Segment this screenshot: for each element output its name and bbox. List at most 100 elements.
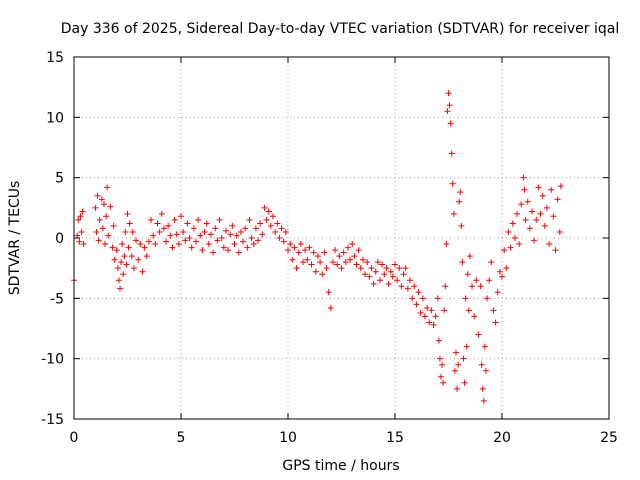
data-point xyxy=(76,238,83,245)
data-point xyxy=(210,249,217,256)
data-point xyxy=(212,225,219,232)
y-tick-label: 0 xyxy=(55,231,64,247)
data-point xyxy=(449,180,456,187)
data-point xyxy=(143,253,150,260)
data-point xyxy=(261,204,268,211)
data-point xyxy=(255,237,262,244)
data-point xyxy=(235,249,242,256)
data-point xyxy=(454,385,461,392)
data-point xyxy=(270,213,277,220)
data-point xyxy=(128,253,135,260)
data-point xyxy=(169,244,176,251)
data-point xyxy=(102,241,109,248)
x-tick-label: 0 xyxy=(70,430,79,446)
data-point xyxy=(336,253,343,260)
data-point xyxy=(513,210,520,217)
data-point xyxy=(374,259,381,266)
data-point xyxy=(178,213,184,220)
chart-title: Day 336 of 2025, Sidereal Day-to-day VTE… xyxy=(61,21,619,37)
data-point xyxy=(372,268,379,275)
y-tick-label: 15 xyxy=(46,50,64,66)
data-point xyxy=(291,244,298,251)
data-point xyxy=(246,216,253,223)
data-point xyxy=(123,261,130,268)
data-point xyxy=(522,216,529,223)
data-point xyxy=(152,241,159,248)
data-point xyxy=(154,220,161,227)
data-point xyxy=(216,216,223,223)
data-point xyxy=(415,289,422,296)
grid xyxy=(74,57,609,419)
data-point xyxy=(444,108,451,115)
data-point xyxy=(119,241,126,248)
data-point xyxy=(457,189,464,196)
data-point xyxy=(225,247,232,254)
data-point xyxy=(411,283,418,290)
data-point xyxy=(156,228,163,235)
data-point xyxy=(79,208,86,215)
data-point xyxy=(535,184,542,191)
data-point xyxy=(272,228,279,235)
data-point xyxy=(340,249,347,256)
data-point xyxy=(327,304,334,311)
data-point xyxy=(484,295,491,302)
data-point xyxy=(464,271,471,278)
data-point xyxy=(455,361,462,368)
data-point xyxy=(240,238,247,245)
data-point xyxy=(387,268,394,275)
data-point xyxy=(389,273,396,280)
data-point xyxy=(443,241,450,248)
data-point xyxy=(490,307,497,314)
data-point xyxy=(314,253,321,260)
data-point xyxy=(145,238,152,245)
data-point xyxy=(507,244,514,251)
data-point xyxy=(438,373,445,380)
x-tick-label: 15 xyxy=(386,430,404,446)
data-point xyxy=(398,283,405,290)
data-point xyxy=(96,216,103,223)
data-point xyxy=(503,265,510,272)
data-point xyxy=(195,216,202,223)
data-point xyxy=(518,201,525,208)
data-point xyxy=(442,283,449,290)
data-point xyxy=(496,268,503,275)
data-point xyxy=(329,259,336,266)
x-axis-label: GPS time / hours xyxy=(282,458,399,474)
data-point xyxy=(539,192,546,199)
data-point xyxy=(355,247,362,254)
data-point xyxy=(381,271,388,278)
data-point xyxy=(99,225,106,232)
data-point xyxy=(554,196,561,203)
data-point xyxy=(319,271,326,278)
data-point xyxy=(229,222,236,229)
y-axis-label: SDTVAR / TECUs xyxy=(7,181,23,296)
data-point xyxy=(130,265,137,272)
data-point xyxy=(478,361,485,368)
data-point xyxy=(520,174,527,181)
data-point xyxy=(430,321,437,328)
data-point xyxy=(462,295,469,302)
x-tick-label: 25 xyxy=(600,430,618,446)
data-point xyxy=(280,238,287,245)
data-point xyxy=(207,231,214,238)
data-point xyxy=(370,280,377,287)
data-series xyxy=(71,90,564,404)
data-point xyxy=(233,232,240,239)
data-point xyxy=(452,349,459,356)
data-point xyxy=(186,235,193,241)
data-point xyxy=(323,265,330,272)
data-point xyxy=(541,222,548,229)
data-point xyxy=(278,225,285,232)
data-point xyxy=(557,183,564,190)
data-point xyxy=(461,379,468,386)
data-point xyxy=(351,253,358,260)
data-point xyxy=(385,280,392,287)
data-point xyxy=(543,204,550,211)
data-point xyxy=(432,313,439,320)
y-tick-label: 10 xyxy=(46,110,64,126)
data-point xyxy=(481,343,488,350)
data-point xyxy=(80,241,87,248)
data-point xyxy=(409,295,416,302)
data-point xyxy=(441,307,448,314)
data-point xyxy=(460,355,467,362)
